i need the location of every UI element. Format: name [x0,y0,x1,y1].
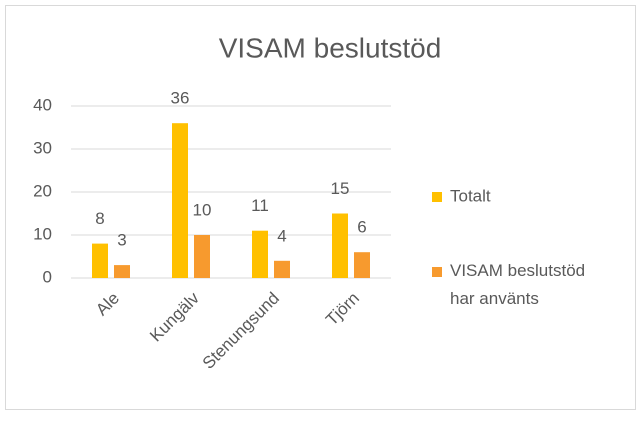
chart-title: VISAM beslutstöd [219,32,442,63]
y-tick-label: 0 [43,267,52,286]
value-label: 10 [193,200,212,219]
bar [114,265,130,278]
chart-border [5,5,636,410]
bar [354,252,370,278]
y-tick-label: 10 [33,224,52,243]
y-tick-label: 30 [33,138,52,157]
value-label: 15 [331,179,350,198]
legend-label: Totalt [450,186,491,205]
legend-swatch [432,192,442,202]
bar [252,230,268,278]
bar [172,123,188,278]
bar [274,260,290,278]
y-tick-label: 40 [33,95,52,114]
value-label: 4 [277,226,286,245]
y-tick-label: 20 [33,181,52,200]
value-label: 11 [251,196,269,215]
legend-label: VISAM beslutstöd har använts [450,261,585,308]
legend-swatch [432,267,442,277]
bar [194,235,210,278]
value-label: 36 [171,89,190,108]
value-label: 6 [357,218,366,237]
value-label: 8 [95,209,104,228]
bar [92,243,108,278]
bar [332,213,348,278]
value-label: 3 [117,231,126,250]
